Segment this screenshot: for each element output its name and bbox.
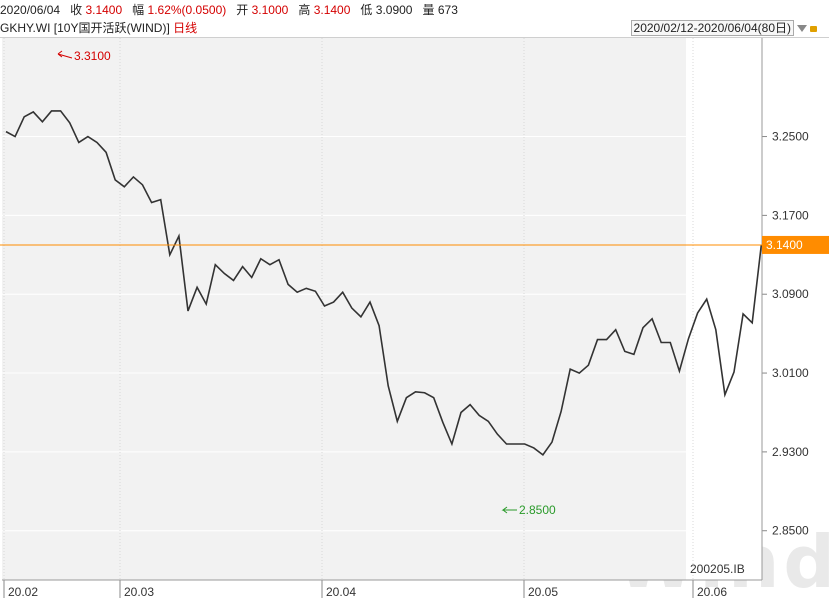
- date-range-selector[interactable]: 2020/02/12-2020/06/04(80日): [630, 20, 817, 37]
- lock-icon[interactable]: [810, 25, 817, 32]
- open-value: 3.1000: [251, 3, 289, 17]
- x-tick-label: 20.06: [697, 585, 727, 599]
- y-tick-label: 2.8500: [772, 524, 809, 538]
- current-value-badge: [762, 235, 829, 254]
- y-tick-label: 3.2500: [772, 130, 809, 144]
- change-value: 1.62%(0.0500): [147, 3, 227, 17]
- x-tick-label: 20.03: [124, 585, 154, 599]
- quote-date: 2020/06/04: [0, 3, 61, 17]
- quote-summary-bar: 2020/06/04 收 3.1400 幅 1.62%(0.0500) 开 3.…: [0, 0, 829, 20]
- date-range-text: 2020/02/12-2020/06/04(80日): [630, 20, 794, 36]
- low-annotation-arrow-icon: [501, 506, 517, 514]
- close-label: 收: [70, 3, 83, 17]
- period-selector[interactable]: 日线: [173, 21, 198, 35]
- y-tick-label: 3.0900: [772, 287, 809, 301]
- y-tick-label: 3.1700: [772, 208, 809, 222]
- close-value: 3.1400: [85, 3, 123, 17]
- x-tick-label: 20.05: [528, 585, 558, 599]
- high-annotation-arrow-icon: [57, 50, 73, 59]
- y-tick-label: 3.0100: [772, 366, 809, 380]
- x-tick-label: 20.02: [8, 585, 38, 599]
- plot-background: [2, 38, 686, 580]
- open-label: 开: [236, 3, 249, 17]
- x-tick-label: 20.04: [326, 585, 356, 599]
- current-value-label: 3.1400: [766, 238, 803, 252]
- high-label: 高: [298, 3, 311, 17]
- volume-value: 673: [437, 3, 458, 17]
- high-annotation-label: 3.3100: [74, 49, 111, 63]
- high-value: 3.1400: [313, 3, 351, 17]
- y-tick-label: 2.9300: [772, 445, 809, 459]
- low-label: 低: [360, 3, 373, 17]
- low-annotation-label: 2.8500: [519, 503, 556, 517]
- plot-background-latest: [686, 38, 762, 580]
- x-extra-label: 200205.IB: [690, 562, 745, 576]
- instrument-code: GKHY.WI [10Y国开活跃(WIND)]: [0, 21, 170, 35]
- instrument-bar: GKHY.WI [10Y国开活跃(WIND)] 日线 2020/02/12-20…: [0, 20, 829, 38]
- dropdown-arrow-icon[interactable]: [797, 25, 807, 33]
- change-label: 幅: [132, 3, 145, 17]
- price-series-line[interactable]: [5, 110, 763, 456]
- volume-label: 量: [422, 3, 435, 17]
- low-value: 3.0900: [375, 3, 413, 17]
